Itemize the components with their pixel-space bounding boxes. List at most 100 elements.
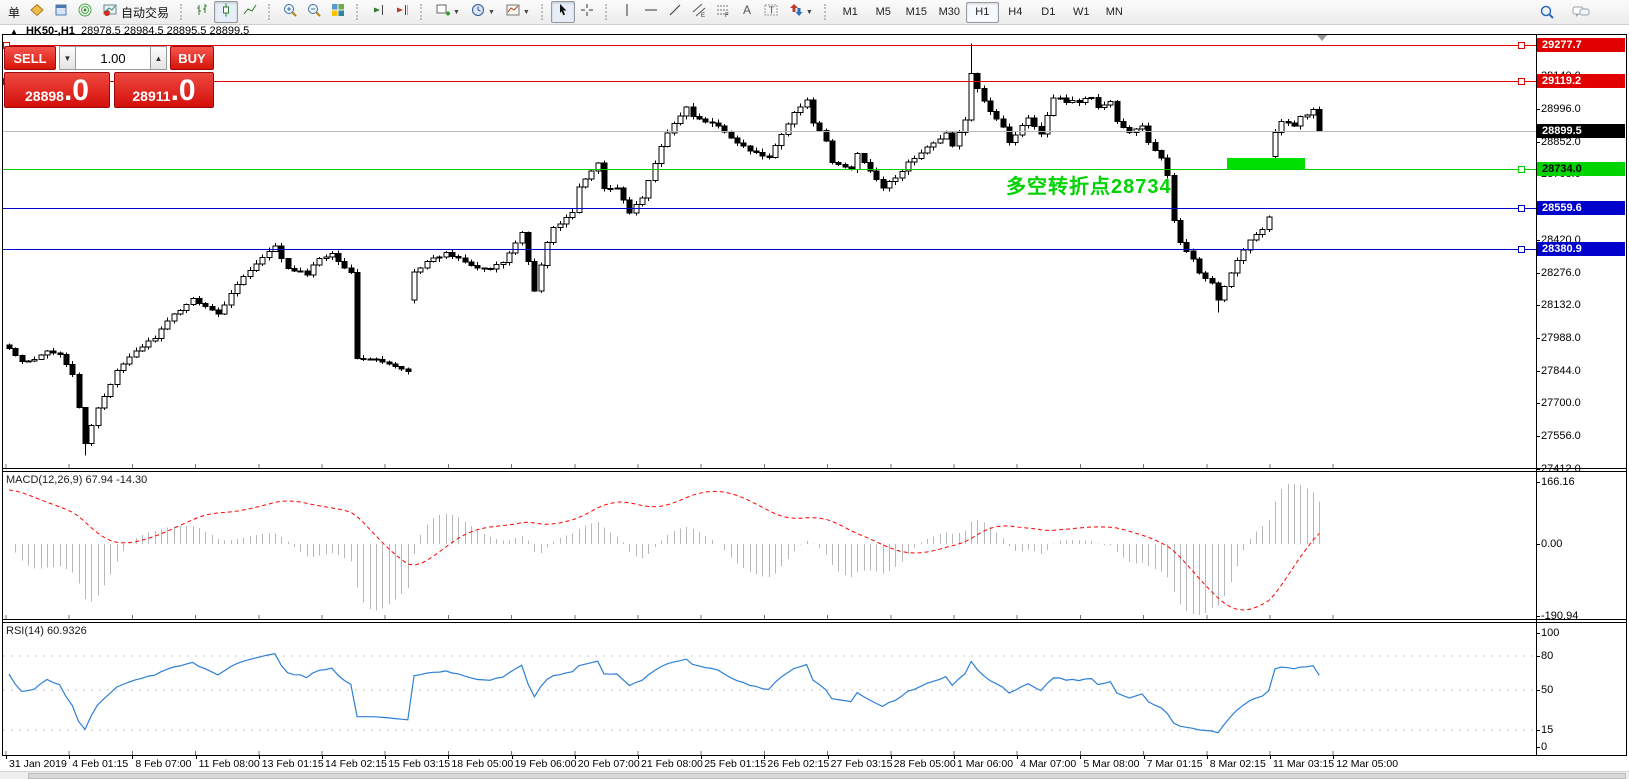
panel-collapse-icon[interactable]: ▲ <box>10 27 18 36</box>
horizontal-line[interactable] <box>3 45 1536 46</box>
arrows-icon <box>788 2 804 23</box>
pane-separator[interactable] <box>2 622 1627 623</box>
tile-windows-button[interactable] <box>326 1 350 23</box>
data-window-button[interactable] <box>49 1 73 23</box>
chart-shift-button[interactable] <box>390 1 414 23</box>
fibonacci-button[interactable]: F <box>711 1 735 23</box>
periods-button[interactable]: ▼ <box>465 1 500 23</box>
line-handle[interactable] <box>1518 205 1525 212</box>
pane-separator[interactable] <box>2 468 1627 469</box>
autotrading-button[interactable]: 自动交易 <box>97 1 174 23</box>
text-button[interactable]: A <box>735 1 759 23</box>
channel-icon: E <box>691 2 707 23</box>
timeframe-mn-button[interactable]: MN <box>1105 6 1123 18</box>
rsi-tick-label: 80 <box>1541 649 1554 662</box>
time-tick-mark <box>954 755 955 759</box>
new-order-button[interactable]: 单 <box>0 1 25 23</box>
price-tick-mark <box>1536 305 1540 307</box>
time-tick-mark <box>385 755 387 759</box>
toolbar: 单 自动交易 <box>0 0 1629 25</box>
auto-scroll-icon <box>370 2 386 23</box>
timeframe-d1-button[interactable]: D1 <box>1041 6 1056 18</box>
sell-price-button[interactable]: 28898 .0 <box>4 72 110 108</box>
time-tick-label: 1 Mar 06:00 <box>957 758 1014 770</box>
one-click-trading-panel: SELL ▼ 1.00 ▲ BUY 28898 .0 28911 .0 <box>4 46 214 108</box>
templates-button[interactable]: ▼ <box>500 1 535 23</box>
volume-input[interactable]: 1.00 <box>76 46 150 70</box>
trendline-button[interactable] <box>663 1 687 23</box>
price-tick-mark <box>1536 403 1540 405</box>
bar-chart-button[interactable] <box>190 1 214 23</box>
line-handle[interactable] <box>1518 78 1525 85</box>
line-handle[interactable] <box>1518 42 1525 49</box>
search-button[interactable] <box>1535 1 1559 23</box>
horizontal-line[interactable] <box>3 208 1536 209</box>
price-tick-mark <box>1536 337 1540 339</box>
macd-pane-canvas[interactable] <box>3 472 1536 624</box>
channel-button[interactable]: E <box>687 1 711 23</box>
market-watch-button[interactable] <box>25 1 49 23</box>
macd-tick-mark <box>1536 481 1540 483</box>
arrows-button[interactable]: ▼ <box>783 1 818 23</box>
timeframe-h1-button[interactable]: H1 <box>965 1 999 23</box>
scrollbar-thumb[interactable] <box>28 773 1626 779</box>
time-tick-mark <box>69 755 71 759</box>
new-chart-button[interactable]: ▼ <box>430 1 465 23</box>
time-tick-mark <box>638 755 639 759</box>
price-tick-mark <box>1536 141 1540 143</box>
rsi-pane-canvas[interactable] <box>3 623 1536 760</box>
buy-price-button[interactable]: 28911 .0 <box>114 72 214 108</box>
macd-label: MACD(12,26,9) 67.94 -14.30 <box>6 474 147 486</box>
chart-frame-top <box>2 34 1627 35</box>
zoom-in-button[interactable] <box>278 1 302 23</box>
horizontal-line[interactable] <box>3 249 1536 250</box>
macd-tick-mark <box>1536 544 1540 545</box>
pane-separator[interactable] <box>2 471 1627 472</box>
chart-shift-marker-icon <box>1317 35 1327 41</box>
time-tick-label: 5 Mar 08:00 <box>1083 758 1140 770</box>
volume-stepper: ▼ 1.00 ▲ <box>59 46 167 70</box>
timeframe-h4-button[interactable]: H4 <box>1008 6 1023 18</box>
timeframe-m15-button[interactable]: M15 <box>905 6 927 18</box>
horizontal-line[interactable] <box>3 169 1536 170</box>
chat-button[interactable] <box>1569 1 1593 23</box>
autotrading-label: 自动交易 <box>121 5 170 20</box>
text-label-button[interactable]: T <box>759 1 783 23</box>
tile-windows-icon <box>330 2 346 23</box>
horizontal-line-button[interactable] <box>639 1 663 23</box>
price-chart-canvas[interactable] <box>3 34 1536 473</box>
horizontal-scrollbar[interactable] <box>0 771 1629 779</box>
chevron-down-icon: ▼ <box>805 8 813 16</box>
vertical-line-button[interactable] <box>615 1 639 23</box>
line-handle[interactable] <box>1518 166 1525 173</box>
price-tick-label: 28132.0 <box>1541 299 1581 312</box>
macd-value-signal: -14.30 <box>116 474 148 486</box>
horizontal-line[interactable] <box>3 81 1536 82</box>
volume-decrease-button[interactable]: ▼ <box>59 46 76 70</box>
chevron-down-icon: ▼ <box>487 8 495 16</box>
zoom-out-button[interactable] <box>302 1 326 23</box>
buy-button[interactable]: BUY <box>170 46 214 70</box>
pane-separator[interactable] <box>2 619 1627 620</box>
auto-scroll-button[interactable] <box>366 1 390 23</box>
candlestick-button[interactable] <box>214 1 239 23</box>
timeframe-m1-button[interactable]: M1 <box>842 6 858 18</box>
rsi-tick-mark <box>1536 747 1540 748</box>
timeframe-m30-button[interactable]: M30 <box>938 6 960 18</box>
macd-tick-mark <box>1536 615 1540 617</box>
crosshair-button[interactable] <box>575 1 599 23</box>
time-tick-mark <box>258 755 260 759</box>
rsi-tick-label: 100 <box>1541 627 1560 639</box>
volume-increase-button[interactable]: ▲ <box>150 46 167 70</box>
candlestick-series[interactable] <box>6 43 1323 456</box>
timeframe-w1-button[interactable]: W1 <box>1073 6 1090 18</box>
macd-tick-label: 166.16 <box>1541 475 1575 488</box>
line-handle[interactable] <box>1518 246 1525 253</box>
sell-button[interactable]: SELL <box>4 46 56 70</box>
horizontal-line[interactable] <box>3 131 1536 132</box>
line-chart-button[interactable] <box>238 1 262 23</box>
signals-button[interactable] <box>73 1 97 23</box>
time-tick-label: 27 Feb 03:15 <box>830 758 893 770</box>
timeframe-m5-button[interactable]: M5 <box>875 6 891 18</box>
cursor-button[interactable] <box>550 1 575 23</box>
